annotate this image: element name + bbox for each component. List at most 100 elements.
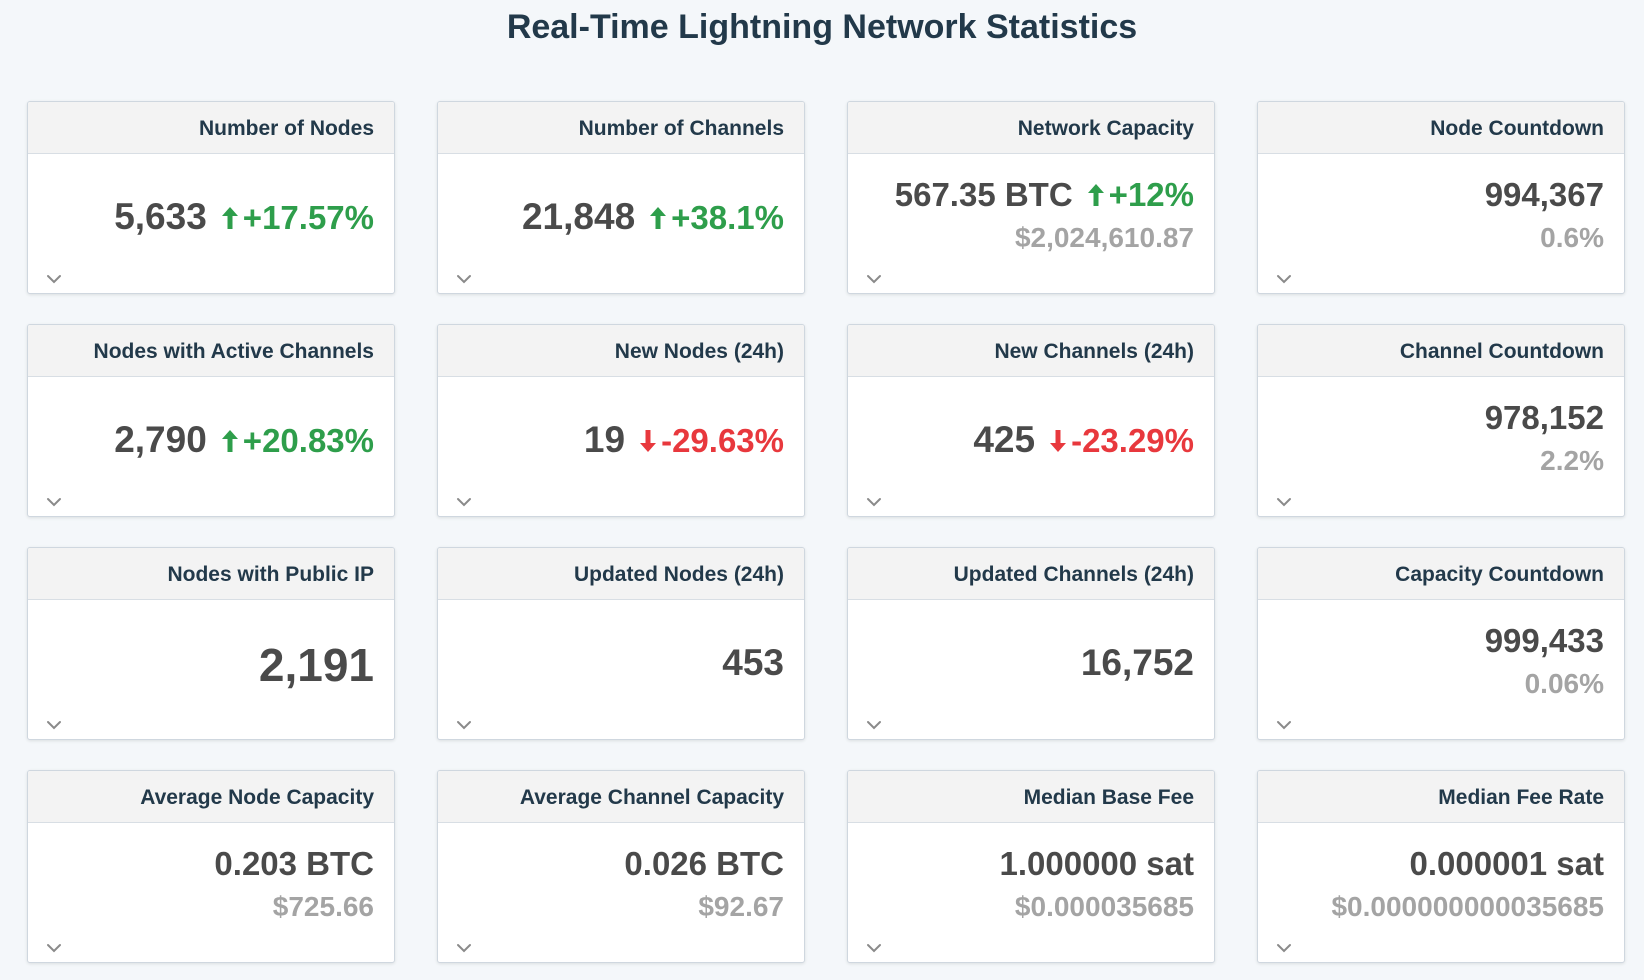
stat-value: 0.000001 sat [1409, 845, 1604, 882]
stat-value: 425 [973, 419, 1036, 460]
stat-card-nodes-with-active-channels: Nodes with Active Channels 2,790 +20.83% [27, 324, 395, 517]
chevron-down-icon[interactable] [46, 273, 62, 285]
stat-card-channel-countdown: Channel Countdown 978,152 2.2% [1257, 324, 1625, 517]
card-value-line: 567.35 BTC +12% [868, 176, 1194, 214]
card-title: Updated Channels (24h) [848, 548, 1214, 600]
stat-card-new-nodes-24h: New Nodes (24h) 19 -29.63% [437, 324, 805, 517]
secondary-value: $0.000035685 [1014, 891, 1194, 922]
card-body: 0.203 BTC $725.66 [28, 823, 394, 962]
chevron-down-icon[interactable] [456, 273, 472, 285]
card-value-line: 19 -29.63% [458, 419, 784, 461]
chevron-down-icon[interactable] [1276, 942, 1292, 954]
card-title: New Channels (24h) [848, 325, 1214, 377]
stat-value: 1.000000 sat [999, 845, 1194, 882]
card-value-line: 453 [458, 642, 784, 684]
change-percent: +17.57% [242, 199, 374, 236]
stat-value: 567.35 BTC [894, 176, 1073, 213]
chevron-down-icon[interactable] [866, 273, 882, 285]
card-value-line: 0.026 BTC [458, 845, 784, 883]
change-percent: +20.83% [242, 422, 374, 459]
change-increase: +12% [1087, 176, 1194, 214]
chevron-down-icon[interactable] [46, 719, 62, 731]
secondary-value: $725.66 [272, 891, 374, 922]
page-title: Real-Time Lightning Network Statistics [506, 8, 1138, 46]
stat-value: 999,433 [1484, 622, 1604, 659]
stat-card-nodes-with-public-ip: Nodes with Public IP 2,191 [27, 547, 395, 740]
change-decrease: -29.63% [639, 422, 784, 460]
chevron-down-icon[interactable] [1276, 719, 1292, 731]
card-title: Nodes with Active Channels [28, 325, 394, 377]
card-title: Number of Nodes [28, 102, 394, 154]
arrow-up-icon [1087, 184, 1104, 206]
card-title: Nodes with Public IP [28, 548, 394, 600]
stat-value: 978,152 [1484, 399, 1604, 436]
chevron-down-icon[interactable] [456, 942, 472, 954]
chevron-down-icon[interactable] [1276, 496, 1292, 508]
card-title: Channel Countdown [1258, 325, 1624, 377]
chevron-down-icon[interactable] [866, 942, 882, 954]
card-title: Node Countdown [1258, 102, 1624, 154]
card-body: 994,367 0.6% [1258, 154, 1624, 293]
stat-card-new-channels-24h: New Channels (24h) 425 -23.29% [847, 324, 1215, 517]
arrow-up-icon [221, 430, 238, 452]
stat-card-average-channel-capacity: Average Channel Capacity 0.026 BTC $92.67 [437, 770, 805, 963]
stat-value: 16,752 [1080, 642, 1194, 683]
card-body: 2,191 [28, 600, 394, 739]
stat-card-median-fee-rate: Median Fee Rate 0.000001 sat $0.0000000000… [1257, 770, 1625, 963]
chevron-down-icon[interactable] [456, 719, 472, 731]
card-title: Average Node Capacity [28, 771, 394, 823]
secondary-value: 0.6% [1540, 222, 1604, 253]
card-body: 1.000000 sat $0.000035685 [848, 823, 1214, 962]
card-value-line: 5,633 +17.57% [48, 196, 374, 238]
card-body: 978,152 2.2% [1258, 377, 1624, 516]
chevron-down-icon[interactable] [866, 719, 882, 731]
chevron-down-icon[interactable] [46, 942, 62, 954]
stat-value: 5,633 [114, 196, 207, 237]
secondary-value: 2.2% [1540, 445, 1604, 476]
card-value-line: 0.000001 sat [1278, 845, 1604, 883]
card-body: 0.026 BTC $92.67 [438, 823, 804, 962]
change-increase: +17.57% [221, 199, 374, 237]
card-body: 16,752 [848, 600, 1214, 739]
change-increase: +38.1% [649, 199, 784, 237]
change-percent: +38.1% [671, 199, 784, 236]
card-body: 0.000001 sat $0.000000000035685 [1258, 823, 1624, 962]
arrow-up-icon [650, 207, 667, 229]
stat-value: 0.026 BTC [624, 845, 784, 882]
card-body: 999,433 0.06% [1258, 600, 1624, 739]
stat-card-number-of-nodes: Number of Nodes 5,633 +17.57% [27, 101, 395, 294]
card-title: Capacity Countdown [1258, 548, 1624, 600]
card-body: 425 -23.29% [848, 377, 1214, 516]
change-percent: +12% [1108, 176, 1194, 213]
chevron-down-icon[interactable] [456, 496, 472, 508]
chevron-down-icon[interactable] [866, 496, 882, 508]
change-percent: -29.63% [661, 422, 784, 459]
stat-value: 994,367 [1484, 176, 1604, 213]
secondary-value: $0.000000000035685 [1331, 891, 1604, 922]
stats-card-grid: Number of Nodes 5,633 +17.57% Number of Cha… [27, 101, 1625, 963]
secondary-value: $2,024,610.87 [1014, 222, 1194, 253]
chevron-down-icon[interactable] [1276, 273, 1292, 285]
stat-card-number-of-channels: Number of Channels 21,848 +38.1% [437, 101, 805, 294]
chevron-down-icon[interactable] [46, 496, 62, 508]
card-body: 567.35 BTC +12% $2,024,610.87 [848, 154, 1214, 293]
card-title: New Nodes (24h) [438, 325, 804, 377]
card-value-line: 425 -23.29% [868, 419, 1194, 461]
card-value-line: 2,191 [48, 638, 374, 692]
card-value-line: 978,152 [1278, 399, 1604, 437]
card-value-line: 994,367 [1278, 176, 1604, 214]
stat-value: 0.203 BTC [214, 845, 374, 882]
change-increase: +20.83% [221, 422, 374, 460]
stat-value: 2,191 [258, 639, 374, 691]
secondary-value: 0.06% [1524, 668, 1604, 699]
stat-card-node-countdown: Node Countdown 994,367 0.6% [1257, 101, 1625, 294]
card-body: 5,633 +17.57% [28, 154, 394, 293]
secondary-value: $92.67 [698, 891, 784, 922]
card-value-line: 0.203 BTC [48, 845, 374, 883]
stat-card-average-node-capacity: Average Node Capacity 0.203 BTC $725.66 [27, 770, 395, 963]
card-value-line: 16,752 [868, 642, 1194, 684]
card-title: Network Capacity [848, 102, 1214, 154]
stat-card-updated-nodes-24h: Updated Nodes (24h) 453 [437, 547, 805, 740]
card-title: Updated Nodes (24h) [438, 548, 804, 600]
card-value-line: 2,790 +20.83% [48, 419, 374, 461]
